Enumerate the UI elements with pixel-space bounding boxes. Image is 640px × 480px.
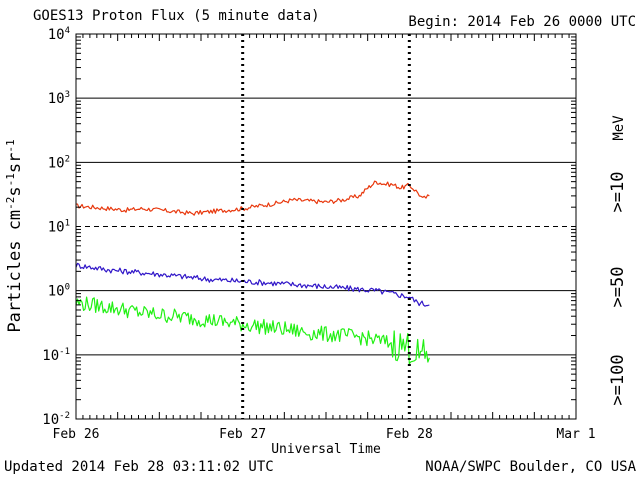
y-tick-label: 104: [48, 26, 70, 43]
series-line-ge100: [75, 296, 430, 365]
y-tick-label: 101: [48, 219, 70, 236]
x-tick-label: Feb 26: [53, 427, 100, 442]
updated-timestamp: Updated 2014 Feb 28 03:11:02 UTC: [4, 459, 274, 475]
begin-time: Begin: 2014 Feb 26 0000 UTC: [408, 14, 636, 30]
x-tick-label: Mar 1: [556, 427, 595, 442]
y-tick-label: 100: [48, 283, 70, 300]
data-source: NOAA/SWPC Boulder, CO USA: [425, 459, 636, 475]
x-axis-label: Universal Time: [271, 442, 381, 457]
x-tick-label: Feb 28: [386, 427, 433, 442]
y-axis-label: Particles cm-2s-1sr-1: [4, 139, 25, 332]
x-tick-label: Feb 27: [219, 427, 266, 442]
chart-title: GOES13 Proton Flux (5 minute data): [33, 8, 320, 24]
series-line-ge50: [75, 262, 430, 307]
y-tick-label: 10-2: [42, 411, 70, 428]
legend-ge50: >=50: [608, 267, 628, 308]
legend-ge100: >=100: [608, 354, 628, 405]
energy-unit-label: MeV: [611, 115, 627, 141]
series-line-ge10: [75, 180, 430, 216]
legend-ge10: >=10: [608, 172, 628, 213]
y-tick-label: 102: [48, 154, 70, 171]
y-tick-label: 10-1: [42, 347, 70, 364]
y-tick-label: 103: [48, 90, 70, 107]
